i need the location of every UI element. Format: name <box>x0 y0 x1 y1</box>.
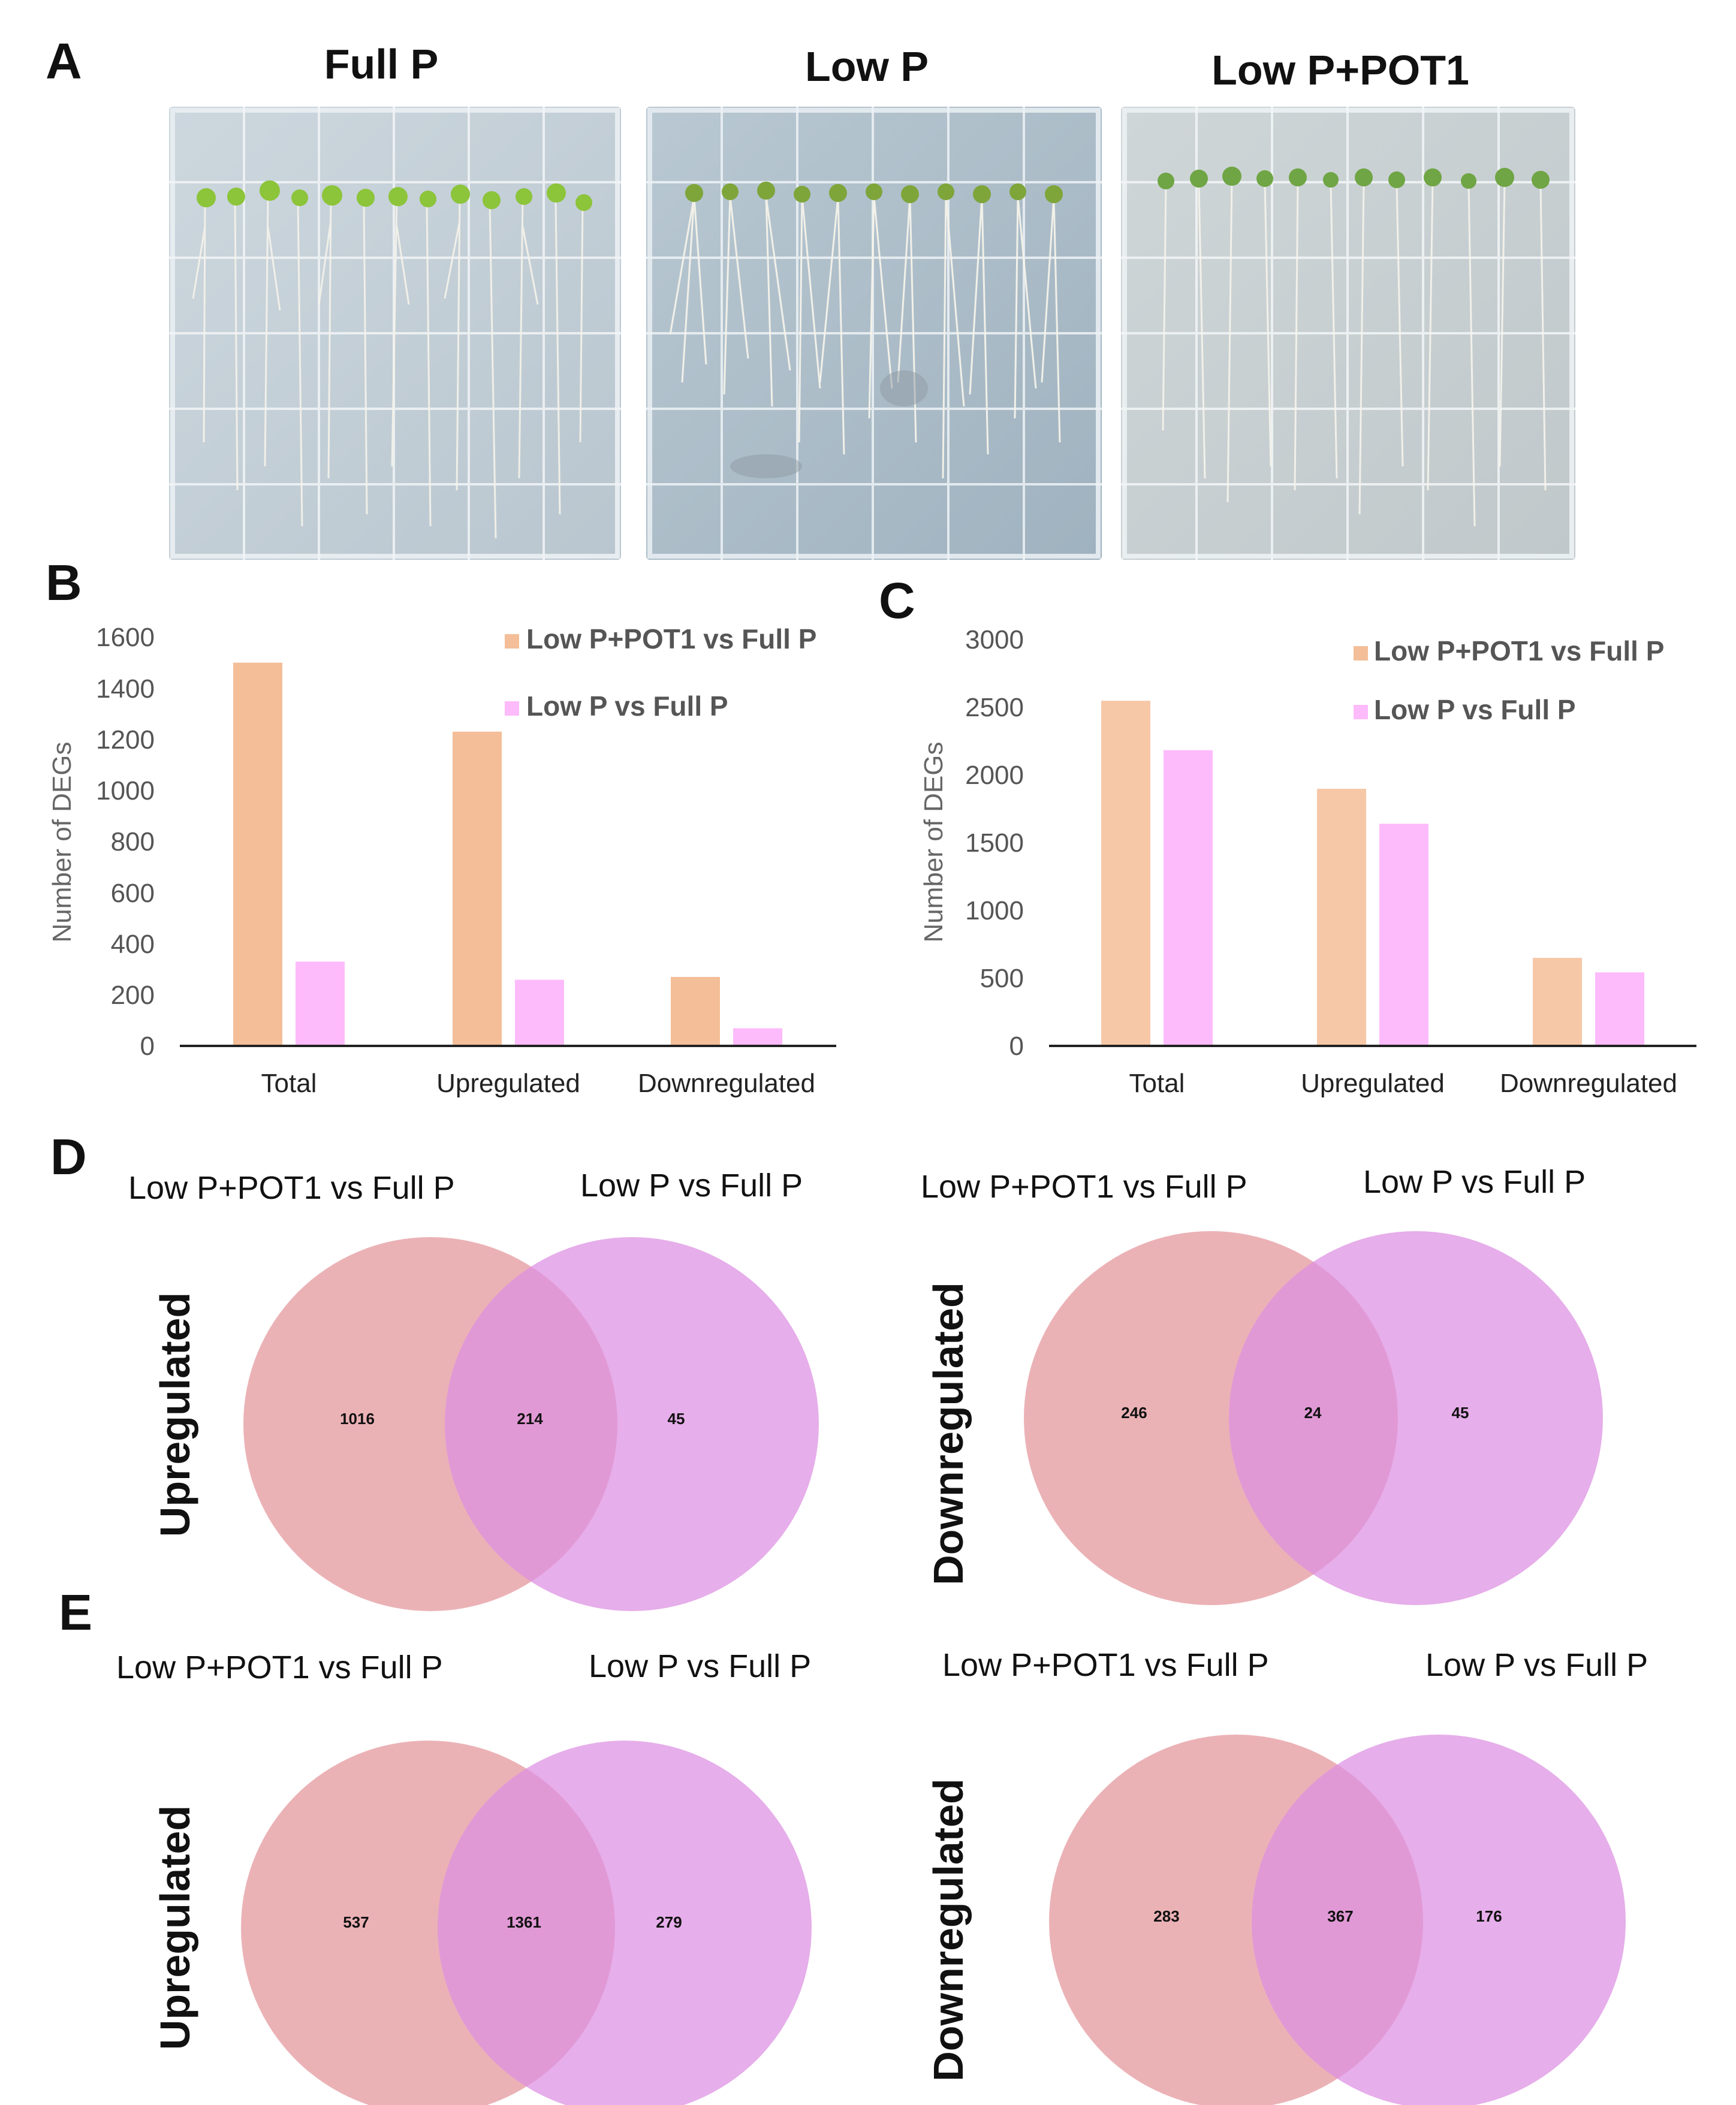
chart-b-legend-swatch-2 <box>505 701 519 716</box>
venn-d-down-side-label: Downregulated <box>925 1282 972 1585</box>
chart-c-ytick: 1500 <box>965 828 1024 858</box>
venn-e-down-left-only: 283 <box>1153 1907 1179 1925</box>
venn-e-downregulated: Low P+POT1 vs Full P Low P vs Full P Dow… <box>925 1647 1648 2105</box>
chart-b-ytick: 1600 <box>96 623 155 652</box>
bar-downregulated-series-1 <box>671 976 720 1046</box>
venn-e-up-right-only: 279 <box>656 1913 682 1931</box>
chart-b-ytick: 1000 <box>96 776 155 806</box>
venn-e-down-right-only: 176 <box>1476 1907 1502 1925</box>
chart-c-legend-swatch-2 <box>1354 705 1368 719</box>
bar-upregulated-series-2 <box>1379 824 1428 1046</box>
seedlings-low-p-plate <box>646 107 1102 560</box>
bar-downregulated-series-2 <box>1595 972 1644 1046</box>
chart-c-legend-label-2: Low P vs Full P <box>1374 694 1576 725</box>
chart-b-ytick: 400 <box>111 930 155 959</box>
venn-d-up-right-circle <box>445 1237 819 1611</box>
bar-total-series-1 <box>233 662 282 1046</box>
venn-e-up-left-title: Low P+POT1 vs Full P <box>116 1649 443 1685</box>
seedlings-low-p-pot1-plate <box>1121 107 1575 560</box>
bar-total-series-2 <box>296 961 345 1046</box>
venn-d-down-right-title: Low P vs Full P <box>1363 1164 1586 1200</box>
panel-a-title-full-p: Full P <box>324 41 439 88</box>
seedlings-full-p-plate <box>169 107 621 560</box>
venn-d-down-left-only: 246 <box>1121 1404 1147 1422</box>
venn-e-down-right-circle <box>1252 1735 1626 2105</box>
venn-d-up-right-title: Low P vs Full P <box>580 1168 803 1204</box>
venn-d-upregulated: Low P+POT1 vs Full P Low P vs Full P Upr… <box>128 1168 819 1611</box>
chart-b-ytick: 1200 <box>96 725 155 755</box>
venn-d-up-both: 214 <box>517 1410 543 1428</box>
venn-d-up-side-label: Upregulated <box>152 1292 198 1537</box>
venn-e-up-left-only: 537 <box>343 1913 369 1931</box>
chart-c-ytick: 0 <box>1009 1032 1024 1061</box>
chart-c-ytick: 1000 <box>965 896 1024 925</box>
bar-upregulated-series-2 <box>515 979 564 1046</box>
panel-label-d: D <box>50 1129 87 1185</box>
chart-b-legend-label-1: Low P+POT1 vs Full P <box>526 623 816 655</box>
chart-b-ytick: 1400 <box>96 674 155 704</box>
chart-c-legend: Low P+POT1 vs Full P Low P vs Full P <box>1354 635 1664 725</box>
chart-c-ylabel: Number of DEGs <box>919 742 948 943</box>
chart-c-legend-swatch-1 <box>1354 646 1368 661</box>
venn-e-up-right-circle <box>438 1741 812 2105</box>
panel-label-c: C <box>879 572 915 629</box>
venn-e-down-side-label: Downregulated <box>925 1778 972 2082</box>
bar-downregulated-series-1 <box>1533 958 1582 1046</box>
chart-c: Number of DEGs 0 500 1000 1500 2000 2500… <box>919 625 1696 1098</box>
bar-upregulated-series-1 <box>453 731 502 1046</box>
chart-b-yticks: 0 200 400 600 800 1000 1200 1400 1600 <box>96 623 155 1061</box>
chart-b: Number of DEGs 0 200 400 600 800 1000 12… <box>47 623 836 1098</box>
bar-downregulated-series-2 <box>733 1028 782 1046</box>
chart-c-ytick: 500 <box>980 964 1024 993</box>
chart-b-ytick: 800 <box>111 827 155 857</box>
chart-b-legend-label-2: Low P vs Full P <box>526 690 728 722</box>
panel-label-e: E <box>59 1584 93 1640</box>
chart-c-ytick: 2000 <box>965 761 1024 790</box>
chart-b-category: Total <box>261 1069 317 1098</box>
venn-d-downregulated: Low P+POT1 vs Full P Low P vs Full P Dow… <box>921 1164 1603 1605</box>
chart-b-legend-swatch-1 <box>505 634 519 649</box>
venn-e-down-right-title: Low P vs Full P <box>1425 1647 1648 1683</box>
panel-a-title-low-p-pot1: Low P+POT1 <box>1211 47 1469 94</box>
venn-d-down-right-only: 45 <box>1452 1404 1469 1422</box>
chart-b-legend: Low P+POT1 vs Full P Low P vs Full P <box>505 623 816 722</box>
chart-c-yticks: 0 500 1000 1500 2000 2500 3000 <box>965 625 1024 1061</box>
venn-d-down-both: 24 <box>1304 1404 1322 1422</box>
panel-a-title-low-p: Low P <box>804 43 929 90</box>
chart-b-category: Downregulated <box>638 1069 815 1098</box>
venn-e-up-side-label: Upregulated <box>152 1805 198 2050</box>
panel-label-a: A <box>46 33 82 89</box>
venn-d-up-left-title: Low P+POT1 vs Full P <box>128 1170 455 1206</box>
chart-b-category: Upregulated <box>436 1069 580 1098</box>
chart-b-ytick: 200 <box>111 981 155 1010</box>
venn-d-up-right-only: 45 <box>668 1410 685 1428</box>
venn-e-down-both: 367 <box>1327 1907 1353 1925</box>
venn-d-down-right-circle <box>1229 1231 1603 1605</box>
chart-c-category: Upregulated <box>1301 1069 1445 1098</box>
bar-upregulated-series-1 <box>1317 789 1366 1046</box>
venn-d-down-left-title: Low P+POT1 vs Full P <box>921 1169 1247 1205</box>
venn-e-up-right-title: Low P vs Full P <box>589 1648 811 1684</box>
venn-e-up-both: 1361 <box>507 1913 541 1931</box>
chart-c-ytick: 2500 <box>965 693 1024 722</box>
panel-label-b: B <box>46 554 82 611</box>
chart-b-ytick: 600 <box>111 879 155 908</box>
chart-c-ytick: 3000 <box>965 625 1024 655</box>
chart-b-ylabel: Number of DEGs <box>47 742 77 943</box>
chart-b-ytick: 0 <box>140 1032 155 1061</box>
chart-c-category: Downregulated <box>1500 1069 1677 1098</box>
venn-e-upregulated: Low P+POT1 vs Full P Low P vs Full P Upr… <box>116 1648 812 2105</box>
venn-d-up-left-only: 1016 <box>340 1410 375 1428</box>
bar-total-series-2 <box>1164 750 1213 1046</box>
chart-c-legend-label-1: Low P+POT1 vs Full P <box>1374 635 1664 667</box>
bar-total-series-1 <box>1101 701 1150 1046</box>
venn-e-down-left-title: Low P+POT1 vs Full P <box>942 1647 1269 1683</box>
chart-c-category: Total <box>1129 1069 1185 1098</box>
